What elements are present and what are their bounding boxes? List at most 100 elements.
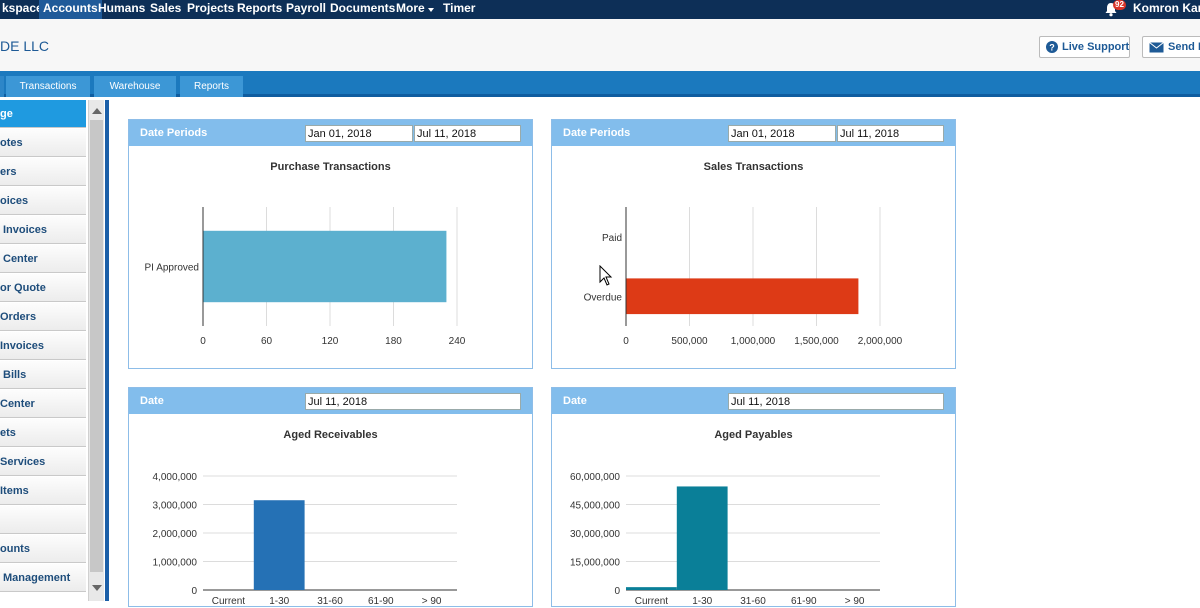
bar	[253, 500, 305, 590]
live-support-button[interactable]: ? Live Support	[1039, 36, 1130, 58]
y-tick-label: 0	[614, 586, 620, 597]
user-name[interactable]: Komron Kam	[1133, 1, 1200, 15]
purchase-chart-title: Purchase Transactions	[270, 161, 391, 173]
chevron-down-icon[interactable]	[428, 8, 434, 12]
tab-transactions[interactable]: Transactions	[6, 76, 90, 97]
scroll-up-icon[interactable]	[92, 108, 102, 114]
y-tick-label: 0	[191, 586, 197, 597]
send-label: Send F	[1168, 41, 1200, 53]
nav-timer[interactable]: Timer	[443, 1, 476, 15]
bar	[626, 587, 677, 590]
nav-humans[interactable]: Humans	[98, 1, 146, 15]
y-category-label: Paid	[602, 233, 622, 244]
live-support-label: Live Support	[1062, 41, 1130, 53]
x-category-label: 61-90	[368, 596, 394, 607]
nav-accounts[interactable]: Accounts	[39, 0, 102, 19]
payables-chart-title: Aged Payables	[714, 429, 793, 441]
sales-transactions-panel: Date Periods Sales Transactions 0500,000…	[551, 119, 956, 369]
sidebar-item-home[interactable]: ge	[0, 100, 86, 128]
y-category-label: Overdue	[584, 292, 623, 303]
x-category-label: 31-60	[740, 596, 766, 607]
sales-chart-title: Sales Transactions	[703, 161, 804, 173]
notification-badge: 92	[1113, 0, 1126, 10]
mouse-cursor-icon	[599, 265, 613, 286]
x-tick-label: 60	[261, 336, 273, 347]
purchase-to-date-input[interactable]	[414, 125, 521, 142]
sales-to-date-input[interactable]	[837, 125, 944, 142]
aged-receivables-chart: 0 1,000,000 2,000,000 3,000,000 4,000,000 Cur…	[153, 472, 457, 607]
y-tick-label: 45,000,000	[570, 501, 620, 512]
scroll-thumb[interactable]	[90, 120, 103, 572]
x-tick-label: 1,500,000	[794, 336, 839, 347]
purchase-transactions-panel: Date Periods Purchase Transactions 06012…	[128, 119, 533, 369]
sidebar-item-assets[interactable]: ets	[0, 419, 86, 447]
y-tick-label: 4,000,000	[153, 472, 198, 483]
x-tick-label: 120	[322, 336, 339, 347]
aged-receivables-panel: Date Aged Receivables 01,000,0002,000,00…	[128, 387, 533, 607]
nav-sales[interactable]: Sales	[150, 1, 182, 15]
sidebar-item-services[interactable]: Services	[0, 448, 86, 476]
payables-date-input[interactable]	[728, 393, 944, 410]
sidebar-item-request-for-quote[interactable]: or Quote	[0, 274, 86, 302]
x-category-label: Current	[635, 596, 669, 607]
sidebar-item-invoices[interactable]: oices	[0, 187, 86, 215]
sidebar-item-purchase-orders[interactable]: Orders	[0, 303, 86, 331]
sidebar-item-accounts[interactable]: ounts	[0, 535, 86, 563]
nav-reports[interactable]: Reports	[237, 1, 283, 15]
sales-from-date-input[interactable]	[728, 125, 836, 142]
x-category-label: Current	[212, 596, 246, 607]
sidebar-scrollbar[interactable]	[88, 100, 104, 601]
x-tick-label: 0	[200, 336, 206, 347]
sidebar-item-items[interactable]: Items	[0, 477, 86, 505]
y-tick-label: 60,000,000	[570, 472, 620, 483]
x-category-label: 61-90	[791, 596, 817, 607]
company-name: DE LLC	[0, 38, 50, 54]
sidebar: ge otes ers oices Invoices Center or Quo…	[0, 100, 86, 601]
x-tick-label: 2,000,000	[858, 336, 903, 347]
nav-workspace[interactable]: kspace	[2, 1, 43, 15]
envelope-icon	[1149, 41, 1164, 53]
page-header	[0, 19, 1200, 71]
nav-projects[interactable]: Projects	[187, 1, 235, 15]
sidebar-item-recurring-invoices[interactable]: Invoices	[0, 216, 86, 244]
sidebar-item-quotes[interactable]: otes	[0, 129, 86, 157]
nav-payroll[interactable]: Payroll	[286, 1, 327, 15]
x-category-label: 1-30	[269, 596, 289, 607]
receivables-chart-title: Aged Receivables	[283, 429, 378, 441]
sidebar-item-payment-center[interactable]: Center	[0, 245, 86, 273]
bar	[203, 230, 447, 303]
y-tick-label: 3,000,000	[153, 501, 198, 512]
nav-more[interactable]: More	[396, 1, 425, 15]
tab-reports[interactable]: Reports	[180, 76, 243, 97]
send-button[interactable]: Send F	[1142, 36, 1200, 58]
y-tick-label: 1,000,000	[153, 558, 198, 569]
bar	[626, 278, 859, 315]
aged-payables-panel: Date Aged Payables 015,000,00030,000,000…	[551, 387, 956, 607]
bar	[676, 486, 728, 590]
purchase-from-date-input[interactable]	[305, 125, 413, 142]
sidebar-item-orders[interactable]: ers	[0, 158, 86, 186]
sidebar-divider[interactable]	[105, 100, 109, 601]
x-category-label: 1-30	[692, 596, 712, 607]
top-nav-bar: kspace Accounts Humans Sales Projects Re…	[0, 0, 1200, 19]
tab-bar: Transactions Warehouse Reports	[0, 71, 1200, 97]
purchase-transactions-chart: 0 60 120 180 240 PI Approved	[145, 207, 466, 347]
tab-partial[interactable]	[0, 76, 4, 97]
x-tick-label: 1,000,000	[731, 336, 776, 347]
scroll-down-icon[interactable]	[92, 585, 102, 591]
sidebar-item-blank[interactable]	[0, 506, 86, 534]
sidebar-item-purchase-invoices[interactable]: Invoices	[0, 332, 86, 360]
sidebar-item-management[interactable]: Management	[0, 564, 86, 592]
y-tick-label: 30,000,000	[570, 529, 620, 540]
x-category-label: > 90	[845, 596, 865, 607]
x-tick-label: 240	[449, 336, 466, 347]
y-tick-label: 2,000,000	[153, 529, 198, 540]
nav-documents[interactable]: Documents	[330, 1, 396, 15]
receivables-date-input[interactable]	[305, 393, 521, 410]
x-tick-label: 500,000	[671, 336, 708, 347]
sidebar-item-bills[interactable]: Bills	[0, 361, 86, 389]
x-tick-label: 0	[623, 336, 629, 347]
x-category-label: > 90	[422, 596, 442, 607]
sidebar-item-bill-center[interactable]: Center	[0, 390, 86, 418]
tab-warehouse[interactable]: Warehouse	[94, 76, 176, 97]
